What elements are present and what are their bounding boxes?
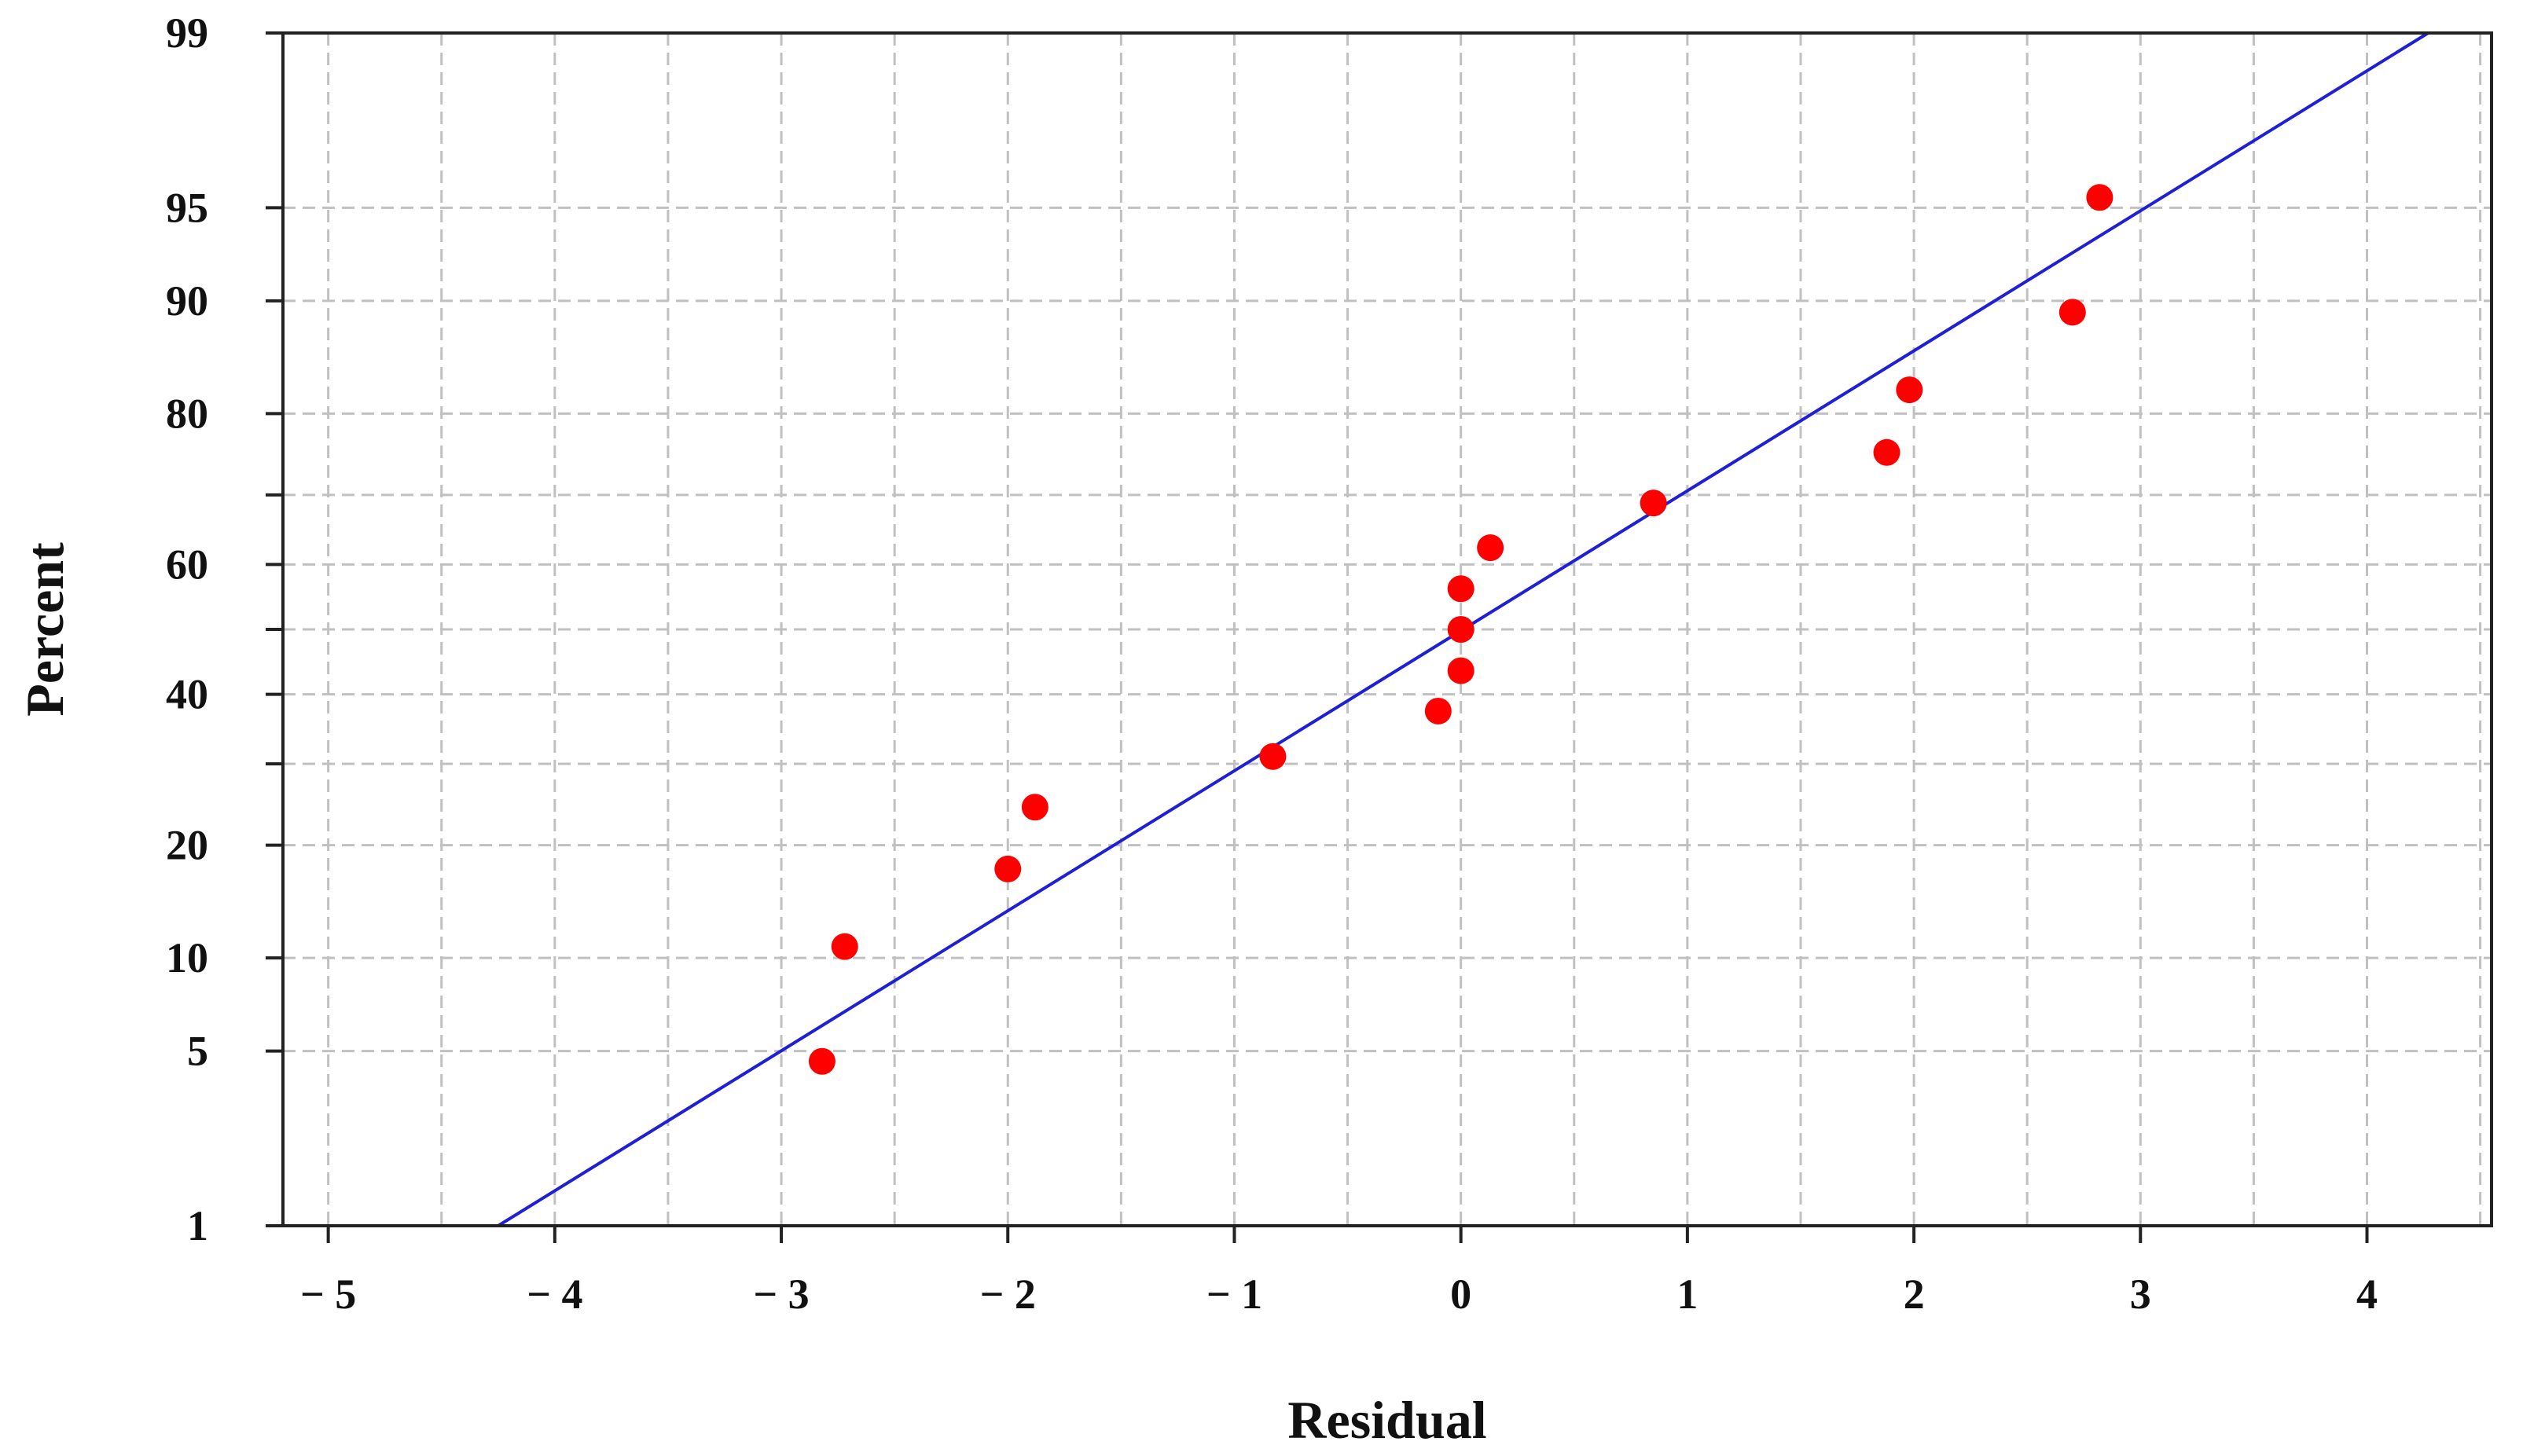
x-tick-label: 3	[2130, 1271, 2151, 1318]
data-point	[994, 855, 1022, 882]
x-tick-label: − 1	[1206, 1271, 1262, 1318]
plot-frame	[281, 31, 2493, 1227]
data-point	[1447, 657, 1475, 684]
data-point	[808, 1047, 835, 1075]
data-point	[1896, 376, 1923, 404]
x-tick-label: 1	[1676, 1271, 1698, 1318]
data-point	[1447, 575, 1475, 603]
y-tick-label: 5	[187, 1028, 208, 1075]
data-point	[1447, 616, 1475, 643]
x-tick-label: 4	[2356, 1271, 2378, 1318]
y-tick-label: 40	[166, 671, 208, 718]
data-point	[1424, 697, 1452, 724]
y-tick-label: 95	[166, 184, 208, 231]
x-axis-title: Residual	[1287, 1390, 1486, 1450]
y-tick-label: 60	[166, 541, 208, 588]
data-point	[1477, 534, 1504, 562]
x-tick-label: 2	[1904, 1271, 1925, 1318]
x-tick-label: − 4	[527, 1271, 582, 1318]
data-point	[1873, 438, 1901, 466]
data-point	[2058, 299, 2086, 326]
x-tick-label: − 5	[300, 1271, 356, 1318]
axis-ticks	[266, 31, 2369, 1243]
y-tick-label: 1	[187, 1202, 208, 1249]
data-point	[2086, 184, 2114, 211]
data-points	[808, 184, 2114, 1075]
data-point	[1021, 794, 1048, 821]
y-tick-label: 20	[166, 822, 208, 869]
y-tick-label: 99	[166, 9, 208, 57]
x-tick-label: 0	[1450, 1271, 1471, 1318]
data-point	[1640, 490, 1667, 517]
data-point	[1259, 743, 1287, 770]
y-tick-label: 90	[166, 277, 208, 325]
y-tick-label: 10	[166, 934, 208, 981]
x-tick-label: − 3	[753, 1271, 809, 1318]
y-tick-labels: 1 5 10 20 40 60 80 90 95 99	[166, 9, 208, 1249]
y-tick-label: 80	[166, 390, 208, 437]
y-axis-title: Percent	[15, 542, 75, 717]
grid	[283, 33, 2492, 1226]
x-tick-labels: − 5 − 4 − 3 − 2 − 1 0 1 2 3 4	[300, 1271, 2378, 1318]
data-point	[831, 933, 858, 960]
x-tick-label: − 2	[980, 1271, 1036, 1318]
